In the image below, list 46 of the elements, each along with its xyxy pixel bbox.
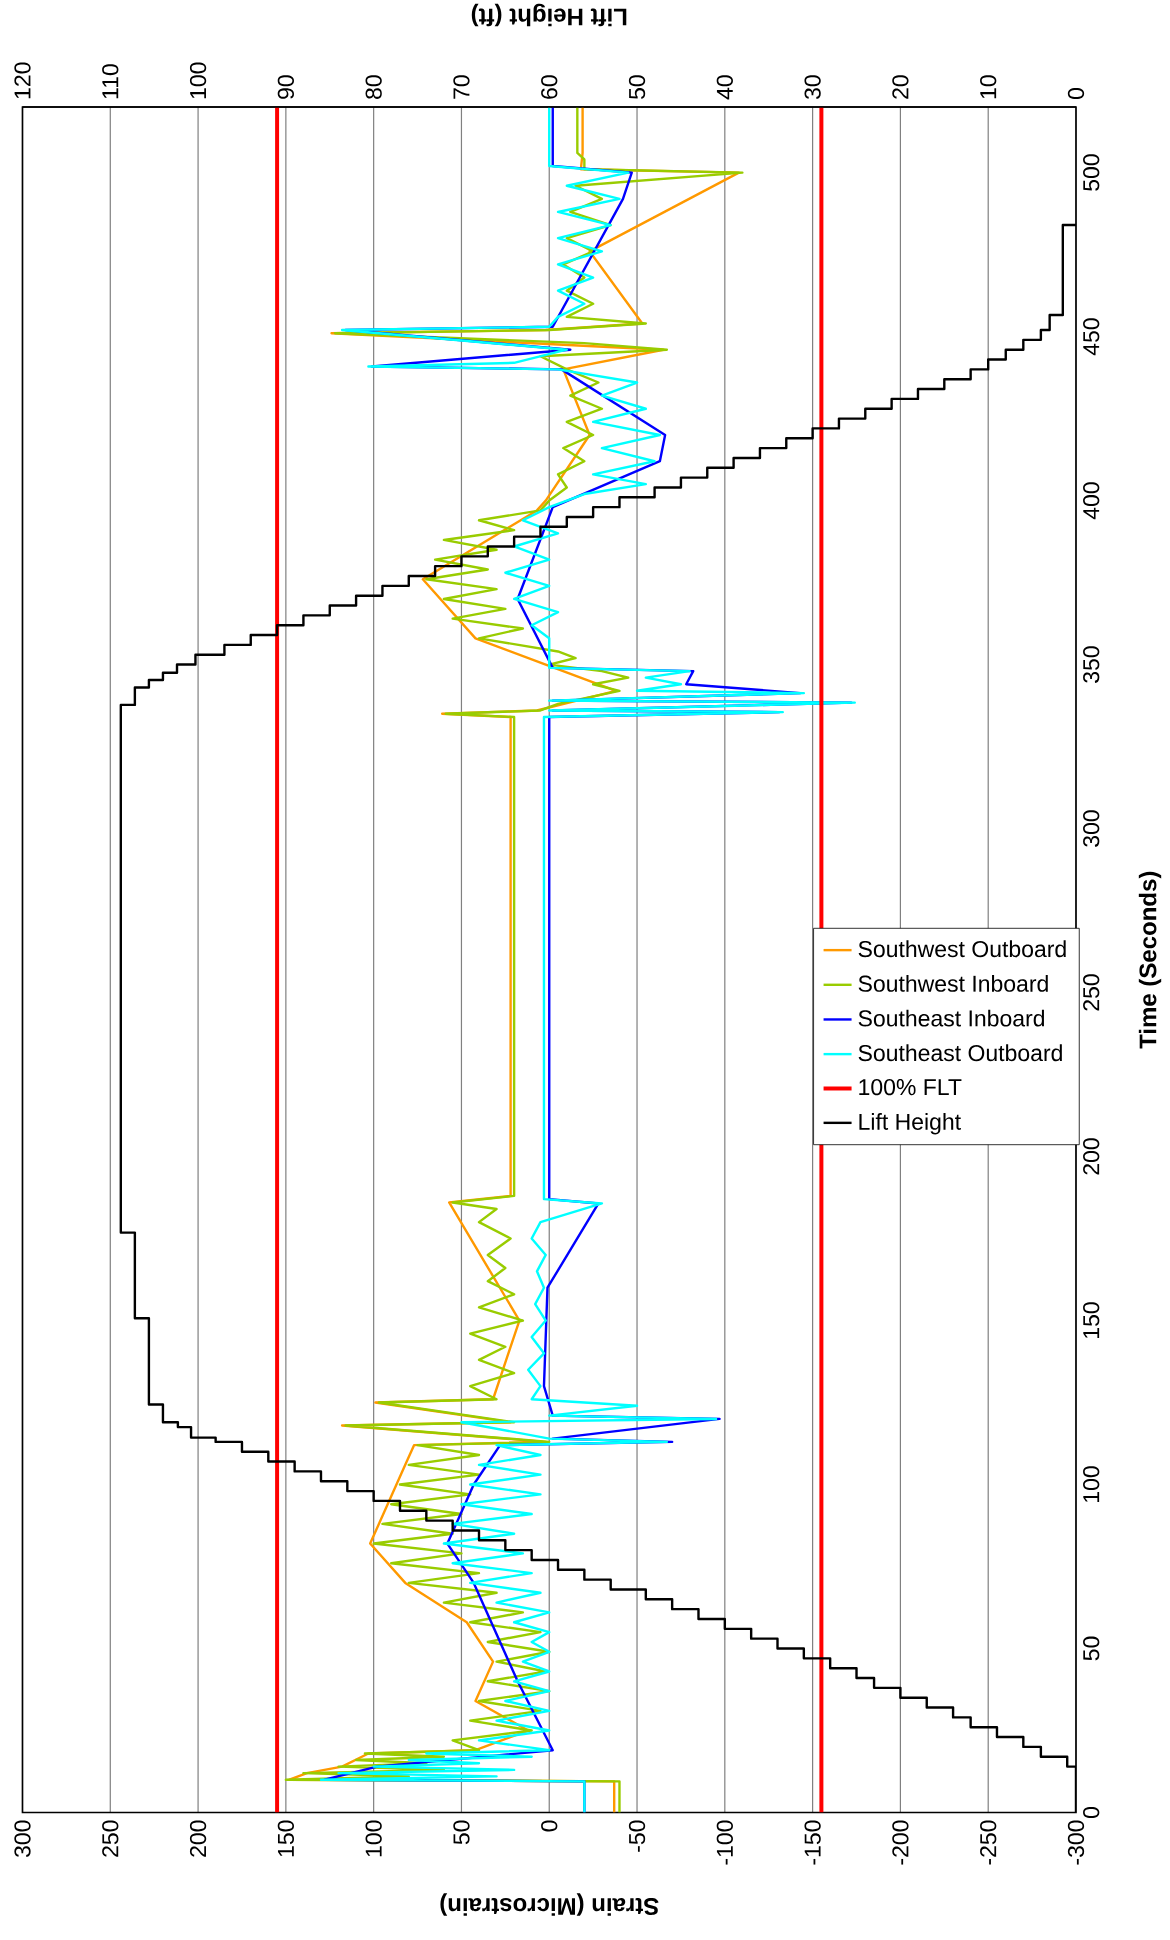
x-tick-label: 150: [277, 1820, 294, 1857]
x2-tick-label: 100: [189, 62, 207, 99]
x2-tick-label: 0: [1067, 88, 1085, 100]
x-tick-label: -150: [804, 1820, 821, 1865]
legend-label: Southwest Outboard: [858, 940, 1066, 958]
legend-label: Southeast Outboard: [858, 1044, 1062, 1062]
x2-tick-label: 40: [716, 75, 733, 100]
y-tick-label: 250: [1083, 974, 1100, 1011]
x-tick-label: 200: [189, 1820, 207, 1857]
y-tick-label: 50: [1083, 1636, 1100, 1661]
x-tick-label: 0: [541, 1820, 558, 1832]
y-tick-label: 150: [1083, 1302, 1100, 1338]
y-tick-label: 0: [1083, 1807, 1100, 1818]
x-tick-label: 100: [365, 1820, 382, 1857]
x-tick-label: -250: [980, 1820, 997, 1865]
x-tick-label: -50: [628, 1820, 646, 1852]
x-tick-label: -300: [1067, 1820, 1085, 1865]
x2-tick-label: 90: [277, 75, 294, 99]
x-axis-title: Strain (Microstrain): [440, 1893, 659, 1916]
y-tick-label: 450: [1083, 318, 1100, 356]
y-tick-label: 400: [1083, 482, 1100, 520]
x2-tick-label: 70: [453, 75, 470, 99]
x2-tick-label: 110: [102, 64, 119, 99]
y-axis-title: Time (Seconds): [1138, 871, 1162, 1049]
x-tick-label: -100: [716, 1820, 733, 1865]
y-tick-label: 500: [1083, 154, 1100, 191]
x2-tick-label: 10: [980, 75, 997, 99]
x2-tick-label: 30: [804, 75, 821, 100]
x2-tick-label: 120: [14, 62, 31, 99]
x2-tick-label: 60: [541, 75, 558, 99]
y-tick-label: 100: [1083, 1466, 1100, 1502]
x2-tick-label: 20: [892, 75, 909, 99]
x2-tick-label: 80: [365, 75, 382, 99]
x-tick-label: 50: [453, 1820, 470, 1845]
x-tick-label: 300: [14, 1820, 31, 1858]
y-tick-label: 200: [1083, 1138, 1100, 1175]
legend-label: Southwest Inboard: [858, 974, 1048, 992]
legend-label: Southeast Inboard: [858, 1009, 1044, 1027]
x-tick-label: 250: [102, 1820, 119, 1857]
x2-axis-title: Lift Height (ft): [471, 3, 627, 27]
legend-label: 100% FLT: [859, 1078, 962, 1096]
x2-tick-label: 50: [628, 75, 646, 100]
y-tick-label: 300: [1083, 810, 1100, 847]
legend-label: Lift Height: [859, 1113, 961, 1135]
y-tick-label: 350: [1083, 646, 1100, 683]
x-tick-label: -200: [892, 1820, 909, 1865]
